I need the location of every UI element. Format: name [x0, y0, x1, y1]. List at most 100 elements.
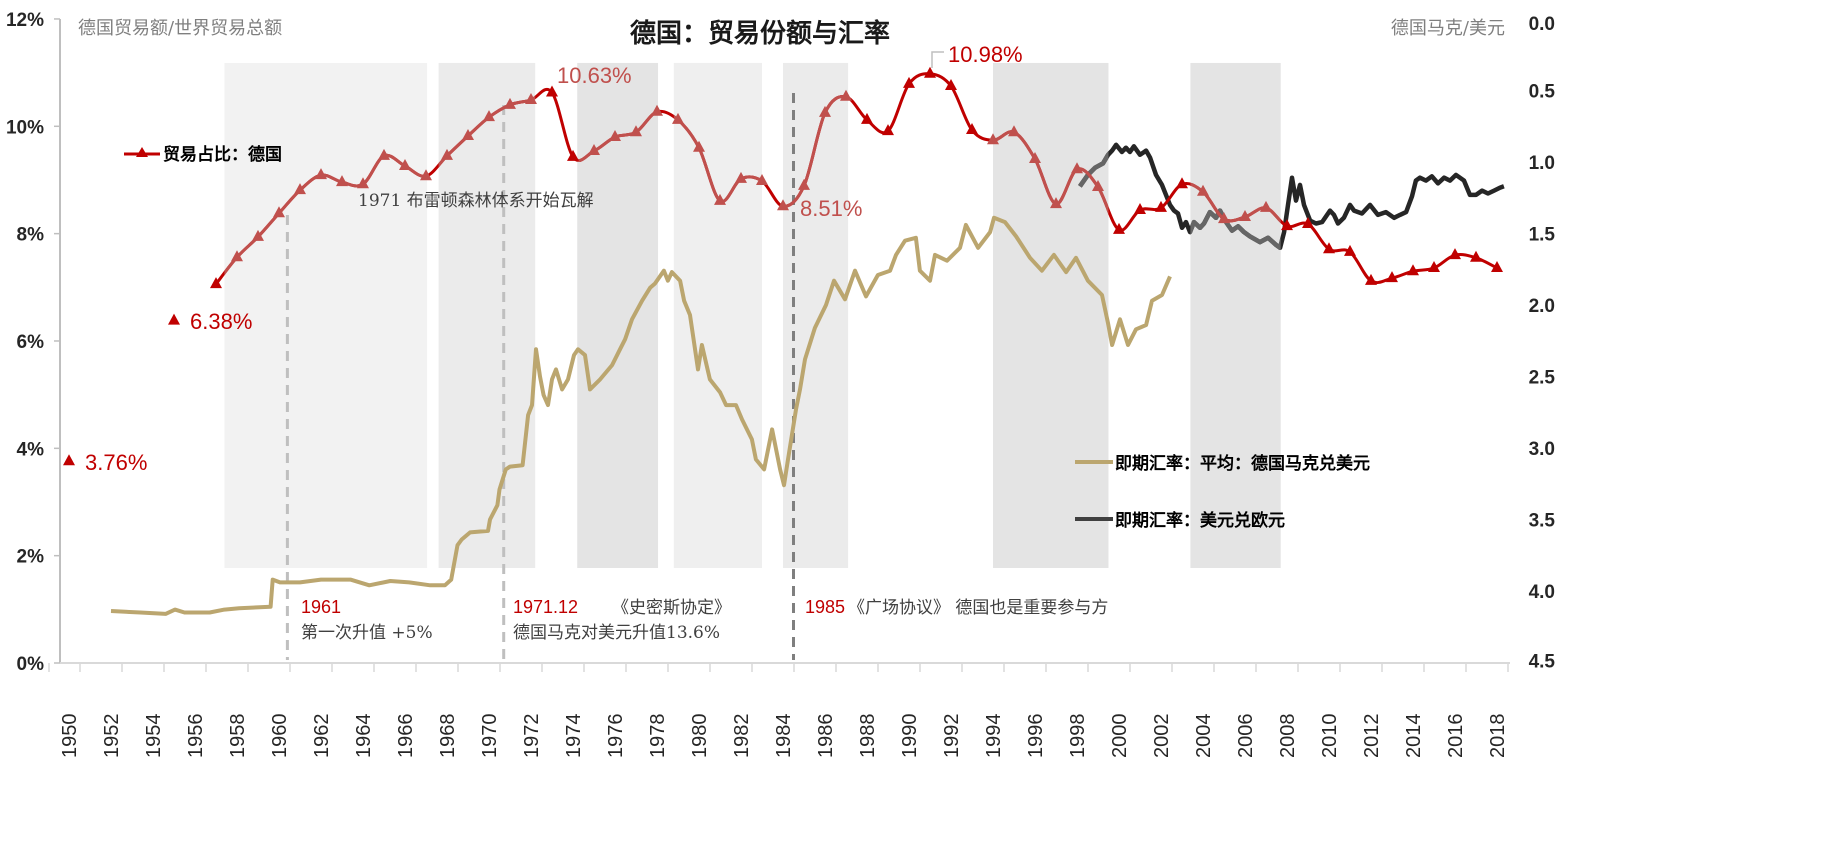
series-line-usd-eur [1078, 142, 1505, 251]
x-tick-label: 1950 [59, 714, 81, 759]
x-tick-label: 1978 [647, 714, 669, 759]
y-right-tick-label: 2.0 [1529, 296, 1555, 317]
x-tick-label: 1988 [857, 714, 879, 759]
trade-share-point-1967 [420, 169, 432, 181]
trade-share-point-2006 [1239, 210, 1251, 222]
x-tick-label: 1994 [983, 714, 1005, 759]
x-tick-label: 1992 [941, 714, 963, 759]
series-line-dm-usd [110, 215, 1172, 616]
trade-share-point-1998 [1071, 162, 1083, 174]
trade-share-point-2000 [1113, 222, 1125, 234]
trade-share-point-1976 [609, 130, 621, 142]
left-axis-ticks: 0% 2% 4% 6% 8% 10% 12% [6, 10, 60, 675]
trade-share-point-2012 [1365, 273, 1377, 285]
y-right-tick-label: 4.0 [1529, 582, 1555, 603]
x-axis-ticks: 1950 1952 1954 1956 1958 1960 1962 1964 1966 1968… [48, 663, 1509, 759]
trade-share-point-1988 [861, 112, 873, 124]
trade-share-point-1959 [252, 229, 264, 241]
annotation-1985-year: 1985 [805, 597, 845, 617]
trade-share-point-1970 [483, 110, 495, 122]
trade-share-point-1981 [714, 193, 726, 205]
annotation-1971-text: 德国马克对美元升值13.6% [513, 623, 720, 643]
trade-share-point-2013 [1386, 271, 1398, 283]
trade-share-point-1986 [819, 105, 831, 117]
shaded-period-6 [1190, 62, 1281, 569]
trade-share-point-1966 [399, 159, 411, 171]
x-tick-label: 1982 [731, 714, 753, 759]
trade-share-point-1990 [903, 76, 915, 88]
x-tick-label: 1956 [185, 714, 207, 759]
x-tick-label: 1986 [815, 714, 837, 759]
trade-share-point-1977 [630, 125, 642, 137]
right-axis-title: 德国马克/美元 [1391, 18, 1505, 39]
trade-share-point-1965 [378, 148, 390, 160]
trade-share-point-2010 [1323, 242, 1335, 254]
trade-share-point-1971 [504, 97, 516, 109]
trade-share-point-2014 [1407, 264, 1419, 276]
trade-share-point-2015 [1428, 260, 1440, 272]
trade-share-point-1997 [1050, 197, 1062, 209]
trade-share-point-2011 [1344, 244, 1356, 256]
data-label-1955: 6.38% [190, 309, 252, 334]
chart-title: 德国：贸易份额与汇率 [630, 18, 890, 49]
trade-share-point-2007 [1260, 200, 1272, 212]
annotation-1961-year: 1961 [301, 597, 341, 617]
trade-share-point-1980 [693, 140, 705, 152]
trade-share-point-2018 [1491, 260, 1503, 272]
trade-share-point-1973 [546, 85, 558, 97]
trade-share-point-1974 [567, 149, 579, 161]
right-axis-ticks: 0.0 0.5 1.0 1.5 2.0 2.5 3.0 3.5 4.0 4.5 [1529, 14, 1556, 673]
legend-item-usd-eur: 即期汇率：美元兑欧元 [1075, 510, 1285, 531]
trade-share-point-1950 [63, 454, 75, 466]
trade-share-point-1964 [357, 177, 369, 189]
x-tick-label: 1960 [269, 714, 291, 759]
trade-share-point-1991 [924, 66, 936, 78]
trade-share-point-2004 [1197, 184, 1209, 196]
y-left-tick-label: 2% [17, 547, 45, 568]
x-tick-label: 1952 [101, 714, 123, 759]
x-tick-label: 1996 [1025, 714, 1047, 759]
trade-share-point-2016 [1449, 248, 1461, 260]
trade-share-point-1982 [735, 171, 747, 183]
y-right-tick-label: 0.0 [1529, 14, 1555, 35]
y-right-tick-label: 0.5 [1529, 82, 1556, 103]
trade-share-point-2002 [1155, 200, 1167, 212]
trade-share-point-1955 [168, 313, 180, 325]
trade-share-point-1992 [945, 79, 957, 91]
x-tick-label: 1970 [479, 714, 501, 759]
y-left-tick-label: 4% [17, 439, 45, 460]
y-left-tick-label: 0% [17, 654, 45, 675]
trade-share-point-2005 [1218, 212, 1230, 224]
y-right-tick-label: 1.0 [1529, 153, 1555, 174]
x-tick-label: 2010 [1319, 714, 1341, 759]
y-right-tick-label: 1.5 [1529, 225, 1556, 246]
x-tick-label: 2016 [1445, 714, 1467, 759]
series-line-usd-eur-in-band [1078, 142, 1281, 251]
x-tick-label: 1974 [563, 714, 585, 759]
x-tick-label: 2000 [1109, 714, 1131, 759]
x-tick-label: 2008 [1277, 714, 1299, 759]
x-tick-label: 2006 [1235, 714, 1257, 759]
y-left-tick-label: 6% [17, 332, 45, 353]
x-tick-label: 1984 [773, 714, 795, 759]
trade-share-point-1983 [756, 174, 768, 186]
trade-share-point-1979 [672, 112, 684, 124]
annotation-1971-year: 1971.12 [513, 597, 578, 617]
trade-share-point-1969 [462, 128, 474, 140]
data-label-1991-peak: 10.98% [948, 42, 1023, 67]
trade-share-point-1989 [882, 124, 894, 136]
shaded-period-0 [224, 62, 428, 569]
legend-label-usd-eur: 即期汇率：美元兑欧元 [1115, 510, 1285, 531]
shaded-period-3 [673, 62, 762, 569]
x-tick-label: 2012 [1361, 714, 1383, 759]
x-tick-label: 1968 [437, 714, 459, 759]
data-label-1950: 3.76% [85, 450, 147, 475]
trade-share-point-1957 [210, 277, 222, 289]
x-tick-label: 2004 [1193, 714, 1215, 759]
legend-label-dm-usd: 即期汇率：平均：德国马克兑美元 [1115, 453, 1370, 474]
annotation-1961-text: 第一次升值 +5% [301, 623, 433, 643]
trade-share-point-1993 [966, 123, 978, 135]
trade-share-point-1985 [798, 178, 810, 190]
x-tick-label: 1962 [311, 714, 333, 759]
annotation-1971-title: 《史密斯协定》 [612, 598, 731, 618]
